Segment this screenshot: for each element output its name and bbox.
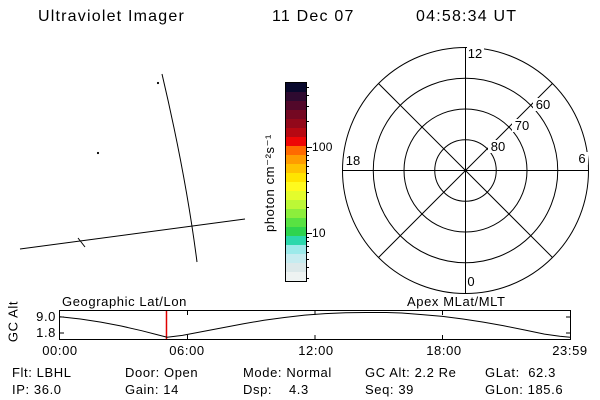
colorbar-tick — [306, 278, 309, 279]
mlt-label-12: 12 — [468, 46, 482, 61]
colorbar-step — [286, 110, 306, 119]
colorbar-tick — [306, 173, 309, 174]
status-glon: GLon: 185.6 — [485, 382, 564, 397]
mlt-label-0: 0 — [467, 274, 474, 289]
colorbar-tick — [306, 192, 309, 193]
colorbar-step — [286, 245, 306, 254]
colorbar-tick — [306, 166, 309, 167]
apex-mlat-mlt-polar-plot: 12 18 6 0 60 70 80 — [342, 46, 589, 294]
colorbar-step — [286, 209, 306, 218]
colorbar-tick-label-100: 100 — [312, 140, 333, 154]
mlt-label-18: 18 — [346, 153, 360, 168]
gc-alt-curve — [59, 311, 571, 339]
label-bg — [467, 47, 484, 60]
colorbar-step — [286, 263, 306, 272]
colorbar-step — [286, 182, 306, 191]
colorbar-step — [286, 119, 306, 128]
colorbar-step — [286, 254, 306, 263]
status-door: Door: Open — [125, 365, 199, 380]
colorbar-step — [286, 191, 306, 200]
colorbar-tick-label-10: 10 — [312, 226, 326, 240]
colorbar-step — [286, 155, 306, 164]
label-bg — [345, 154, 362, 167]
colorbar-tick — [306, 155, 309, 156]
colorbar-tick — [306, 246, 309, 247]
apex-caption: Apex MLat/MLT — [407, 294, 506, 309]
altplot-xtick-1200: 12:00 — [298, 343, 334, 358]
colorbar-step — [286, 227, 306, 236]
geographic-caption: Geographic Lat/Lon — [62, 294, 187, 309]
colorbar-tick — [306, 241, 309, 242]
header-time: 04:58:34 UT — [416, 8, 518, 25]
header-date: 11 Dec 07 — [272, 8, 355, 25]
colorbar-tick — [306, 87, 309, 88]
colorbar-tick — [306, 207, 309, 208]
mlat-label-70: 70 — [515, 118, 529, 133]
polar-grid-lines — [342, 47, 589, 294]
status-ip: IP: 36.0 — [12, 382, 62, 397]
mlt-label-6: 6 — [578, 151, 585, 166]
colorbar-tick — [306, 106, 309, 107]
colorbar-step — [286, 101, 306, 110]
colorbar-step — [286, 173, 306, 182]
mlat-label-60: 60 — [536, 97, 550, 112]
colorbar-step — [286, 218, 306, 227]
label-bg — [533, 98, 552, 111]
status-glat: GLat: 62.3 — [485, 365, 556, 380]
status-mode: Mode: Normal — [243, 365, 332, 380]
colorbar-step — [286, 83, 306, 92]
colorbar-tick — [306, 252, 309, 253]
colorbar-step — [286, 146, 306, 155]
status-seq: Seq: 39 — [365, 382, 415, 397]
colorbar-step — [286, 272, 306, 281]
gc-alt-plot — [59, 310, 571, 340]
colorbar-tick — [306, 160, 309, 161]
colorbar-tick — [306, 233, 312, 234]
status-gcalt: GC Alt: 2.2 Re — [365, 365, 457, 380]
colorbar-tick — [306, 147, 312, 148]
label-bg — [488, 140, 507, 153]
label-bg — [512, 119, 531, 132]
colorbar-step — [286, 236, 306, 245]
colorbar-step — [286, 92, 306, 101]
label-bg — [466, 275, 477, 288]
colorbar-tick — [306, 259, 309, 260]
altplot-xtick-0600: 06:00 — [169, 343, 205, 358]
colorbar-ticks — [306, 82, 316, 280]
colorbar-tick — [306, 95, 309, 96]
label-bg — [577, 152, 588, 165]
colorbar-tick — [306, 181, 309, 182]
colorbar-step — [286, 200, 306, 209]
altplot-xtick-1800: 18:00 — [426, 343, 462, 358]
colorbar-tick — [306, 237, 309, 238]
uvi-image-geographic-overlay — [19, 73, 246, 263]
status-gain: Gain: 14 — [125, 382, 179, 397]
altplot-ytick-1.8: 1.8 — [36, 325, 56, 340]
colorbar-unit-label: photon cm⁻²s⁻¹ — [262, 134, 277, 232]
app-title: Ultraviolet Imager — [38, 8, 185, 25]
altplot-ylabel: GC Alt — [5, 300, 21, 343]
status-flt: Flt: LBHL — [12, 365, 72, 380]
colorbar-step — [286, 137, 306, 146]
colorbar-step — [286, 164, 306, 173]
colorbar-tick — [306, 267, 309, 268]
colorbar — [285, 82, 307, 282]
status-dsp: Dsp: 4.3 — [243, 382, 309, 397]
altplot-xtick-2359: 23:59 — [552, 343, 588, 358]
colorbar-tick — [306, 151, 309, 152]
altplot-xtick-0000: 00:00 — [42, 343, 78, 358]
colorbar-step — [286, 128, 306, 137]
mlat-label-80: 80 — [491, 139, 505, 154]
altplot-ytick-9: 9.0 — [36, 309, 56, 324]
colorbar-tick — [306, 121, 309, 122]
